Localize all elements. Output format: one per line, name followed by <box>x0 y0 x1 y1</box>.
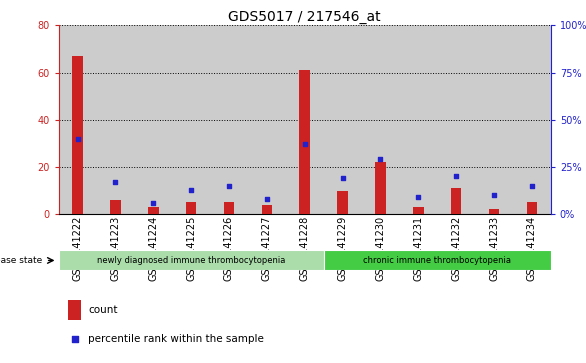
Bar <box>248 25 286 214</box>
Bar <box>134 25 172 214</box>
Point <box>300 142 309 147</box>
Bar <box>210 25 248 214</box>
Bar <box>451 188 462 214</box>
Bar <box>323 25 362 214</box>
Point <box>376 156 385 162</box>
Title: GDS5017 / 217546_at: GDS5017 / 217546_at <box>229 11 381 24</box>
Bar <box>286 25 323 214</box>
Text: percentile rank within the sample: percentile rank within the sample <box>88 334 264 344</box>
Point <box>186 187 196 192</box>
Point <box>111 179 120 185</box>
Bar <box>323 250 551 270</box>
Bar <box>69 300 81 320</box>
Point <box>149 200 158 206</box>
Bar <box>186 203 196 214</box>
Bar <box>299 70 310 214</box>
Point <box>338 175 347 181</box>
Bar <box>527 203 537 214</box>
Bar <box>148 207 159 214</box>
Bar <box>59 250 323 270</box>
Bar <box>338 191 348 214</box>
Point <box>451 174 461 179</box>
Bar <box>375 162 386 214</box>
Point <box>489 192 499 198</box>
Bar <box>437 25 475 214</box>
Bar <box>110 200 121 214</box>
Text: chronic immune thrombocytopenia: chronic immune thrombocytopenia <box>363 256 511 265</box>
Bar <box>59 25 97 214</box>
Point <box>262 196 271 202</box>
Point <box>73 136 82 142</box>
Bar <box>475 25 513 214</box>
Point <box>414 194 423 200</box>
Bar <box>172 25 210 214</box>
Point <box>70 337 80 342</box>
Bar <box>224 203 234 214</box>
Text: disease state: disease state <box>0 256 42 265</box>
Point <box>527 183 537 189</box>
Text: newly diagnosed immune thrombocytopenia: newly diagnosed immune thrombocytopenia <box>97 256 285 265</box>
Bar <box>261 205 272 214</box>
Bar <box>400 25 437 214</box>
Text: count: count <box>88 305 118 315</box>
Bar <box>97 25 134 214</box>
Bar <box>413 207 424 214</box>
Bar <box>489 209 499 214</box>
Bar <box>72 56 83 214</box>
Bar <box>513 25 551 214</box>
Bar <box>362 25 400 214</box>
Point <box>224 183 234 189</box>
